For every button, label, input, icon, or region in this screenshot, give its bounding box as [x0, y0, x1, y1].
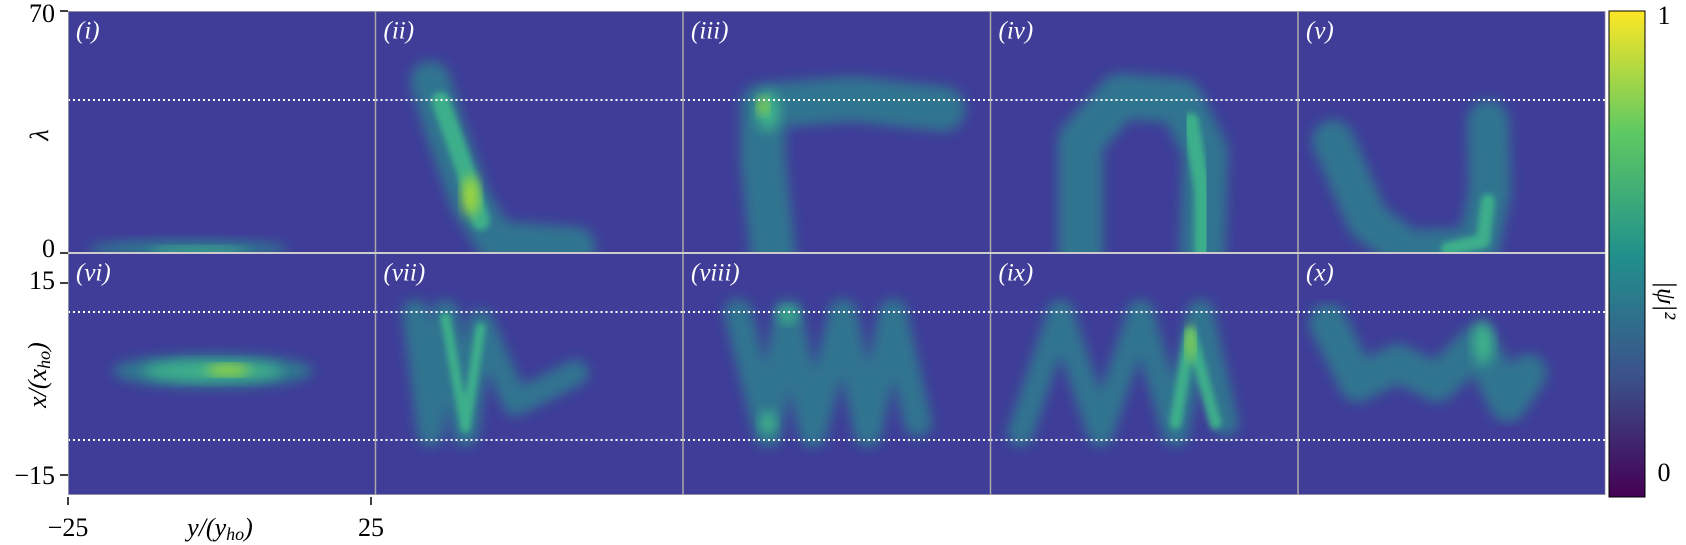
density [778, 307, 798, 323]
colorbar-tick: 1 [1658, 1, 1671, 30]
x-tick-label: −25 [48, 513, 89, 542]
density [1473, 321, 1493, 365]
ticks [60, 10, 372, 505]
panel-label: (vi) [76, 260, 111, 287]
colorbar [1608, 10, 1646, 498]
density [1441, 194, 1495, 253]
y-label: x/(xho) [23, 342, 54, 409]
panel: (vii) [375, 253, 683, 495]
density [1309, 304, 1547, 422]
panel: (ix) [990, 253, 1298, 495]
y-label: λ [25, 129, 54, 141]
density [462, 176, 479, 216]
panel-label: (ix) [999, 260, 1034, 287]
panel-label: (vii) [384, 260, 426, 287]
panel: (x) [1298, 253, 1606, 495]
panel-label: (iii) [691, 18, 729, 45]
density [440, 313, 486, 433]
density [1186, 325, 1195, 361]
panel: (ii) [375, 11, 683, 253]
panel-label: (ii) [384, 18, 415, 45]
density [758, 98, 768, 114]
colorbar-tick: 0 [1658, 458, 1671, 487]
density [148, 247, 248, 253]
x-label: y/(yho) [184, 513, 253, 544]
panel: (vi) [68, 253, 376, 495]
panel-background [990, 11, 1298, 253]
panel: (iv) [990, 11, 1298, 253]
panel-background [68, 11, 376, 253]
colorbar-label: |ψ|² [1652, 281, 1681, 320]
y-tick-label: 15 [29, 266, 55, 295]
panel: (v) [1298, 11, 1606, 253]
density [1182, 113, 1211, 253]
panel-background [683, 11, 991, 253]
panel: (iii) [683, 11, 991, 253]
panel-label: (x) [1306, 260, 1334, 287]
panel-label: (viii) [691, 260, 740, 287]
x-tick-label: 25 [358, 513, 384, 542]
y-tick-label: 70 [29, 0, 55, 28]
density [206, 365, 250, 375]
panel: (viii) [683, 253, 991, 495]
panel-background [375, 11, 683, 253]
panel-label: (iv) [999, 18, 1034, 45]
y-tick-label: −15 [14, 461, 55, 490]
density [402, 300, 589, 446]
panel-label: (v) [1306, 18, 1334, 45]
y-tick-label: 0 [42, 234, 55, 263]
panel: (i) [68, 11, 376, 253]
panel-label: (i) [76, 18, 100, 45]
density [760, 411, 776, 435]
